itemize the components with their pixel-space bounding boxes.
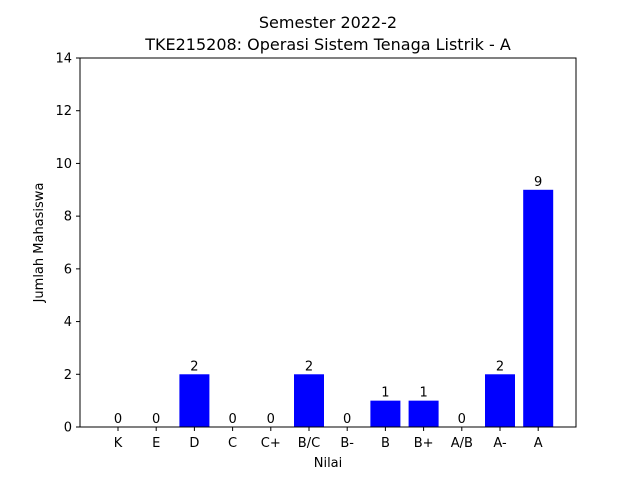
data-label-5: 2	[305, 359, 313, 374]
data-label-3: 0	[228, 412, 236, 427]
data-label-4: 0	[267, 412, 275, 427]
data-label-2: 2	[190, 359, 198, 374]
x-tick-label-1: E	[152, 436, 160, 451]
data-labels-group: 0 0 2 0 0 2 0 1 1 0 2 9	[114, 175, 542, 427]
data-label-11: 9	[534, 175, 542, 190]
y-tick-label-4: 8	[64, 210, 72, 225]
y-tick-label-1: 2	[64, 368, 72, 383]
data-label-7: 1	[381, 386, 389, 401]
bar-11	[523, 189, 554, 427]
x-tick-label-10: A-	[493, 436, 507, 451]
x-tick-label-9: A/B	[451, 436, 473, 451]
x-tick-label-7: B	[381, 436, 390, 451]
y-tick-label-3: 6	[64, 262, 72, 277]
data-label-1: 0	[152, 412, 160, 427]
x-tick-label-6: B-	[340, 436, 354, 451]
x-tick-label-0: K	[114, 436, 123, 451]
x-tick-label-8: B+	[414, 436, 434, 451]
bar-2	[179, 374, 210, 427]
x-axis-label: Nilai	[314, 456, 343, 471]
bar-7	[370, 400, 401, 427]
data-label-10: 2	[496, 359, 504, 374]
x-tick-label-3: C	[228, 436, 237, 451]
y-tick-label-6: 12	[55, 104, 72, 119]
x-tick-label-5: B/C	[298, 436, 320, 451]
data-label-0: 0	[114, 412, 122, 427]
plot-area-frame	[79, 57, 577, 428]
y-tick-label-7: 14	[55, 52, 72, 67]
x-axis-ticks: K E D C C+ B/C B- B B+ A/B A- A	[114, 427, 543, 451]
bars-group	[179, 189, 554, 427]
x-tick-label-11: A	[534, 436, 543, 451]
y-tick-label-2: 4	[64, 315, 72, 330]
chart-title-line-2: TKE215208: Operasi Sistem Tenaga Listrik…	[144, 35, 511, 54]
y-tick-label-0: 0	[64, 421, 72, 436]
x-tick-label-4: C+	[261, 436, 281, 451]
data-label-8: 1	[419, 386, 427, 401]
data-label-6: 0	[343, 412, 351, 427]
y-axis-ticks: 0 2 4 6 8 10 12 14	[55, 52, 80, 436]
y-axis-label: Jumlah Mahasiswa	[32, 183, 47, 304]
chart-title-line-1: Semester 2022-2	[259, 13, 397, 32]
x-tick-label-2: D	[189, 436, 199, 451]
bar-10	[485, 374, 515, 427]
bar-5	[294, 374, 324, 427]
y-tick-label-5: 10	[55, 157, 72, 172]
bar-8	[408, 400, 439, 427]
data-label-9: 0	[458, 412, 466, 427]
